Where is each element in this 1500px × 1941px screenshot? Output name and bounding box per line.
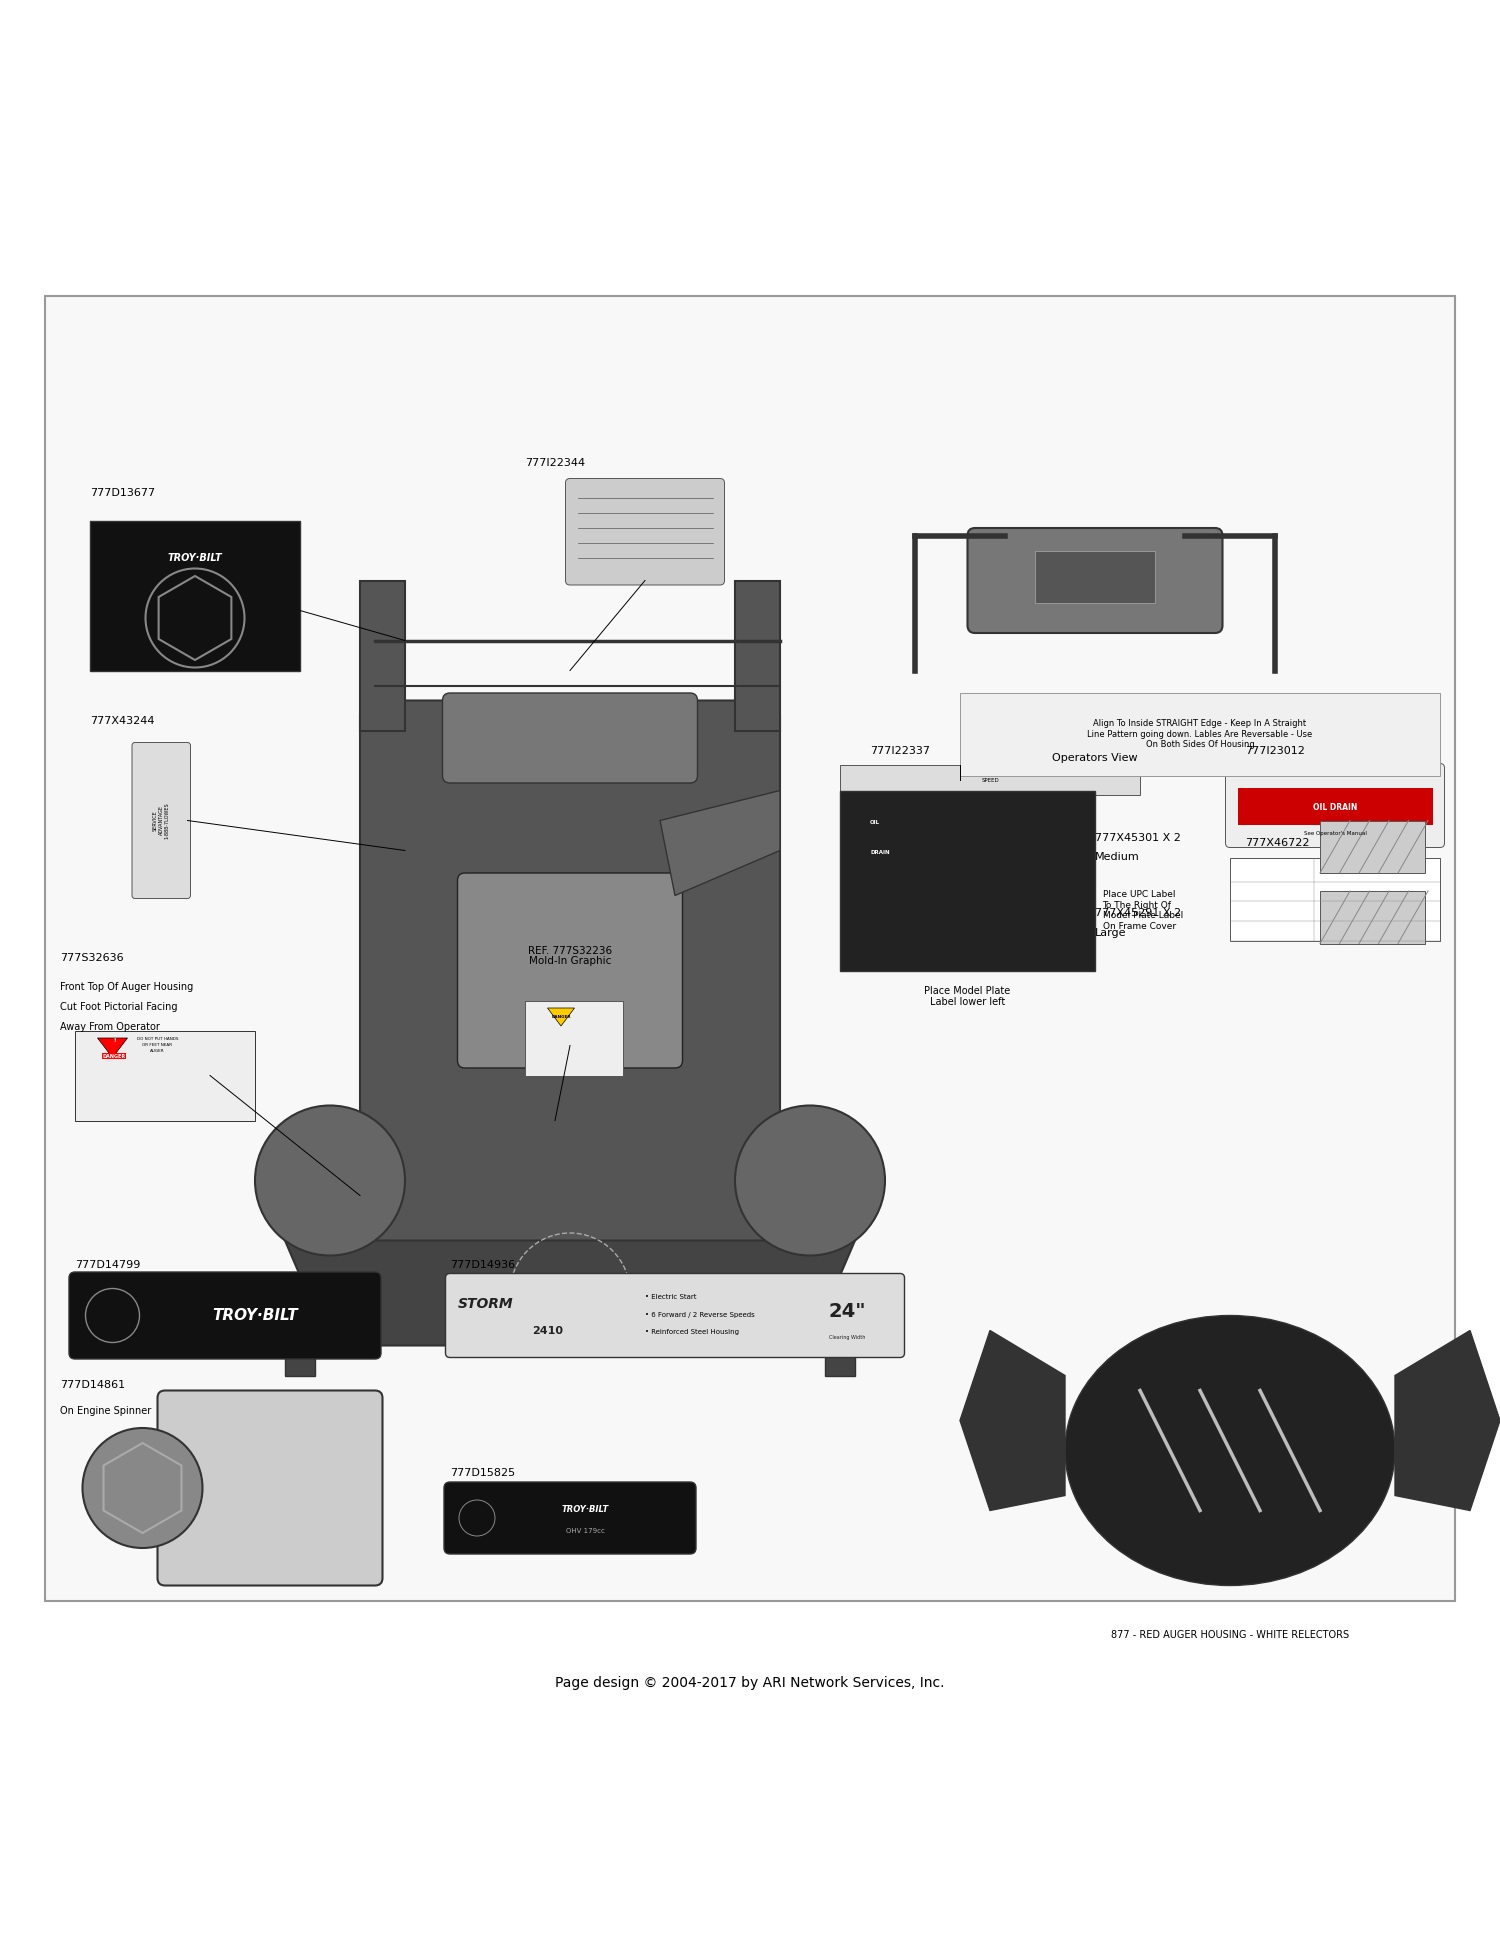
Text: Front Top Of Auger Housing: Front Top Of Auger Housing — [60, 982, 194, 992]
FancyBboxPatch shape — [1226, 763, 1444, 848]
Text: REF. 777S32236: REF. 777S32236 — [528, 945, 612, 955]
FancyBboxPatch shape — [1320, 891, 1425, 943]
FancyBboxPatch shape — [825, 1330, 855, 1376]
Polygon shape — [548, 1007, 574, 1027]
Polygon shape — [1395, 1330, 1500, 1510]
Text: SPEED: SPEED — [981, 778, 999, 782]
Ellipse shape — [1065, 1316, 1395, 1586]
Polygon shape — [104, 1442, 182, 1533]
FancyBboxPatch shape — [132, 743, 190, 899]
Text: Align To Inside STRAIGHT Edge - Keep In A Straight
Line Pattern going down. Labl: Align To Inside STRAIGHT Edge - Keep In … — [1088, 720, 1312, 749]
Text: DANGER: DANGER — [552, 1015, 570, 1019]
Text: 777D14799: 777D14799 — [75, 1260, 141, 1271]
Text: Clearing Width: Clearing Width — [830, 1335, 866, 1341]
FancyBboxPatch shape — [45, 295, 1455, 1601]
Text: 777D14861: 777D14861 — [60, 1380, 124, 1390]
FancyBboxPatch shape — [1230, 858, 1440, 941]
FancyBboxPatch shape — [840, 790, 1095, 970]
Circle shape — [146, 569, 244, 668]
Text: • Electric Start: • Electric Start — [645, 1295, 696, 1300]
FancyBboxPatch shape — [566, 479, 724, 584]
Circle shape — [459, 1500, 495, 1535]
Text: See Operator's Manual: See Operator's Manual — [1304, 831, 1366, 837]
Text: • Reinforced Steel Housing: • Reinforced Steel Housing — [645, 1330, 740, 1335]
FancyBboxPatch shape — [360, 580, 405, 730]
FancyBboxPatch shape — [840, 765, 1140, 796]
Text: TROY·BILT: TROY·BILT — [561, 1504, 609, 1514]
Text: OHV 179cc: OHV 179cc — [566, 1528, 604, 1533]
FancyBboxPatch shape — [458, 873, 682, 1068]
Text: Cut Foot Pictorial Facing: Cut Foot Pictorial Facing — [60, 1002, 177, 1011]
Text: OIL: OIL — [870, 821, 880, 825]
FancyBboxPatch shape — [968, 528, 1222, 633]
Text: Operators View: Operators View — [1052, 753, 1138, 763]
Text: On Engine Spinner: On Engine Spinner — [60, 1405, 152, 1415]
FancyBboxPatch shape — [444, 1483, 696, 1555]
Text: SERVICE
ADVANTAGE
1-888-7LOWES: SERVICE ADVANTAGE 1-888-7LOWES — [153, 802, 170, 839]
Text: AUGER: AUGER — [150, 1050, 165, 1054]
Text: 777D13677: 777D13677 — [90, 487, 154, 499]
Text: DRAIN: DRAIN — [870, 850, 889, 856]
Circle shape — [86, 1289, 140, 1343]
Text: 777X46722: 777X46722 — [1245, 837, 1310, 848]
FancyBboxPatch shape — [960, 693, 1440, 776]
Text: Away From Operator: Away From Operator — [60, 1021, 160, 1031]
Text: DANGER: DANGER — [102, 1054, 126, 1058]
Text: 777I23012: 777I23012 — [1245, 745, 1305, 755]
Text: Place UPC Label
To The Right Of
Model Plate Label
On Frame Cover: Place UPC Label To The Right Of Model Pl… — [1102, 891, 1184, 930]
Text: 24": 24" — [828, 1302, 866, 1322]
FancyBboxPatch shape — [158, 1390, 382, 1586]
FancyBboxPatch shape — [69, 1271, 381, 1359]
Text: TROY·BILT: TROY·BILT — [211, 1308, 298, 1324]
Polygon shape — [960, 1330, 1065, 1510]
Text: Place Model Plate
Label lower left: Place Model Plate Label lower left — [924, 986, 1011, 1007]
Text: Medium: Medium — [1095, 852, 1140, 862]
Text: 2410: 2410 — [532, 1326, 564, 1335]
Text: Large: Large — [1095, 928, 1126, 938]
Text: 777X43244: 777X43244 — [90, 716, 154, 726]
Text: 777D15825: 777D15825 — [450, 1467, 514, 1477]
Text: Mold-In Graphic: Mold-In Graphic — [530, 957, 610, 967]
FancyBboxPatch shape — [1320, 821, 1425, 873]
Text: STORM: STORM — [458, 1297, 513, 1312]
Polygon shape — [159, 576, 231, 660]
FancyBboxPatch shape — [735, 580, 780, 730]
Text: 777S32636: 777S32636 — [60, 953, 123, 963]
Text: 777X45291 X 2: 777X45291 X 2 — [1095, 908, 1180, 918]
FancyBboxPatch shape — [525, 1000, 622, 1075]
FancyBboxPatch shape — [75, 1031, 255, 1120]
Text: !: ! — [112, 1038, 116, 1044]
Text: OR FEET NEAR: OR FEET NEAR — [142, 1044, 172, 1048]
Text: 777I22344: 777I22344 — [525, 458, 585, 468]
FancyBboxPatch shape — [285, 1330, 315, 1376]
FancyBboxPatch shape — [90, 520, 300, 670]
Text: 777X45301 X 2: 777X45301 X 2 — [1095, 833, 1180, 842]
FancyBboxPatch shape — [360, 701, 780, 1256]
Text: TROY·BILT: TROY·BILT — [168, 553, 222, 563]
Text: • 6 Forward / 2 Reverse Speeds: • 6 Forward / 2 Reverse Speeds — [645, 1312, 754, 1318]
FancyBboxPatch shape — [446, 1273, 904, 1357]
Text: Page design © 2004-2017 by ARI Network Services, Inc.: Page design © 2004-2017 by ARI Network S… — [555, 1675, 945, 1691]
Text: 777D14936: 777D14936 — [450, 1260, 514, 1271]
FancyBboxPatch shape — [442, 693, 698, 782]
Text: DO NOT PUT HANDS: DO NOT PUT HANDS — [136, 1038, 178, 1042]
Circle shape — [735, 1106, 885, 1256]
Text: 777I22337: 777I22337 — [870, 745, 930, 755]
FancyBboxPatch shape — [1238, 788, 1432, 825]
Text: 877 - RED AUGER HOUSING - WHITE RELECTORS: 877 - RED AUGER HOUSING - WHITE RELECTOR… — [1112, 1630, 1348, 1640]
Circle shape — [255, 1106, 405, 1256]
Polygon shape — [98, 1038, 128, 1058]
Text: OIL DRAIN: OIL DRAIN — [1312, 802, 1358, 811]
Polygon shape — [660, 790, 780, 895]
Circle shape — [82, 1429, 203, 1549]
Polygon shape — [285, 1240, 855, 1345]
FancyBboxPatch shape — [1035, 551, 1155, 604]
